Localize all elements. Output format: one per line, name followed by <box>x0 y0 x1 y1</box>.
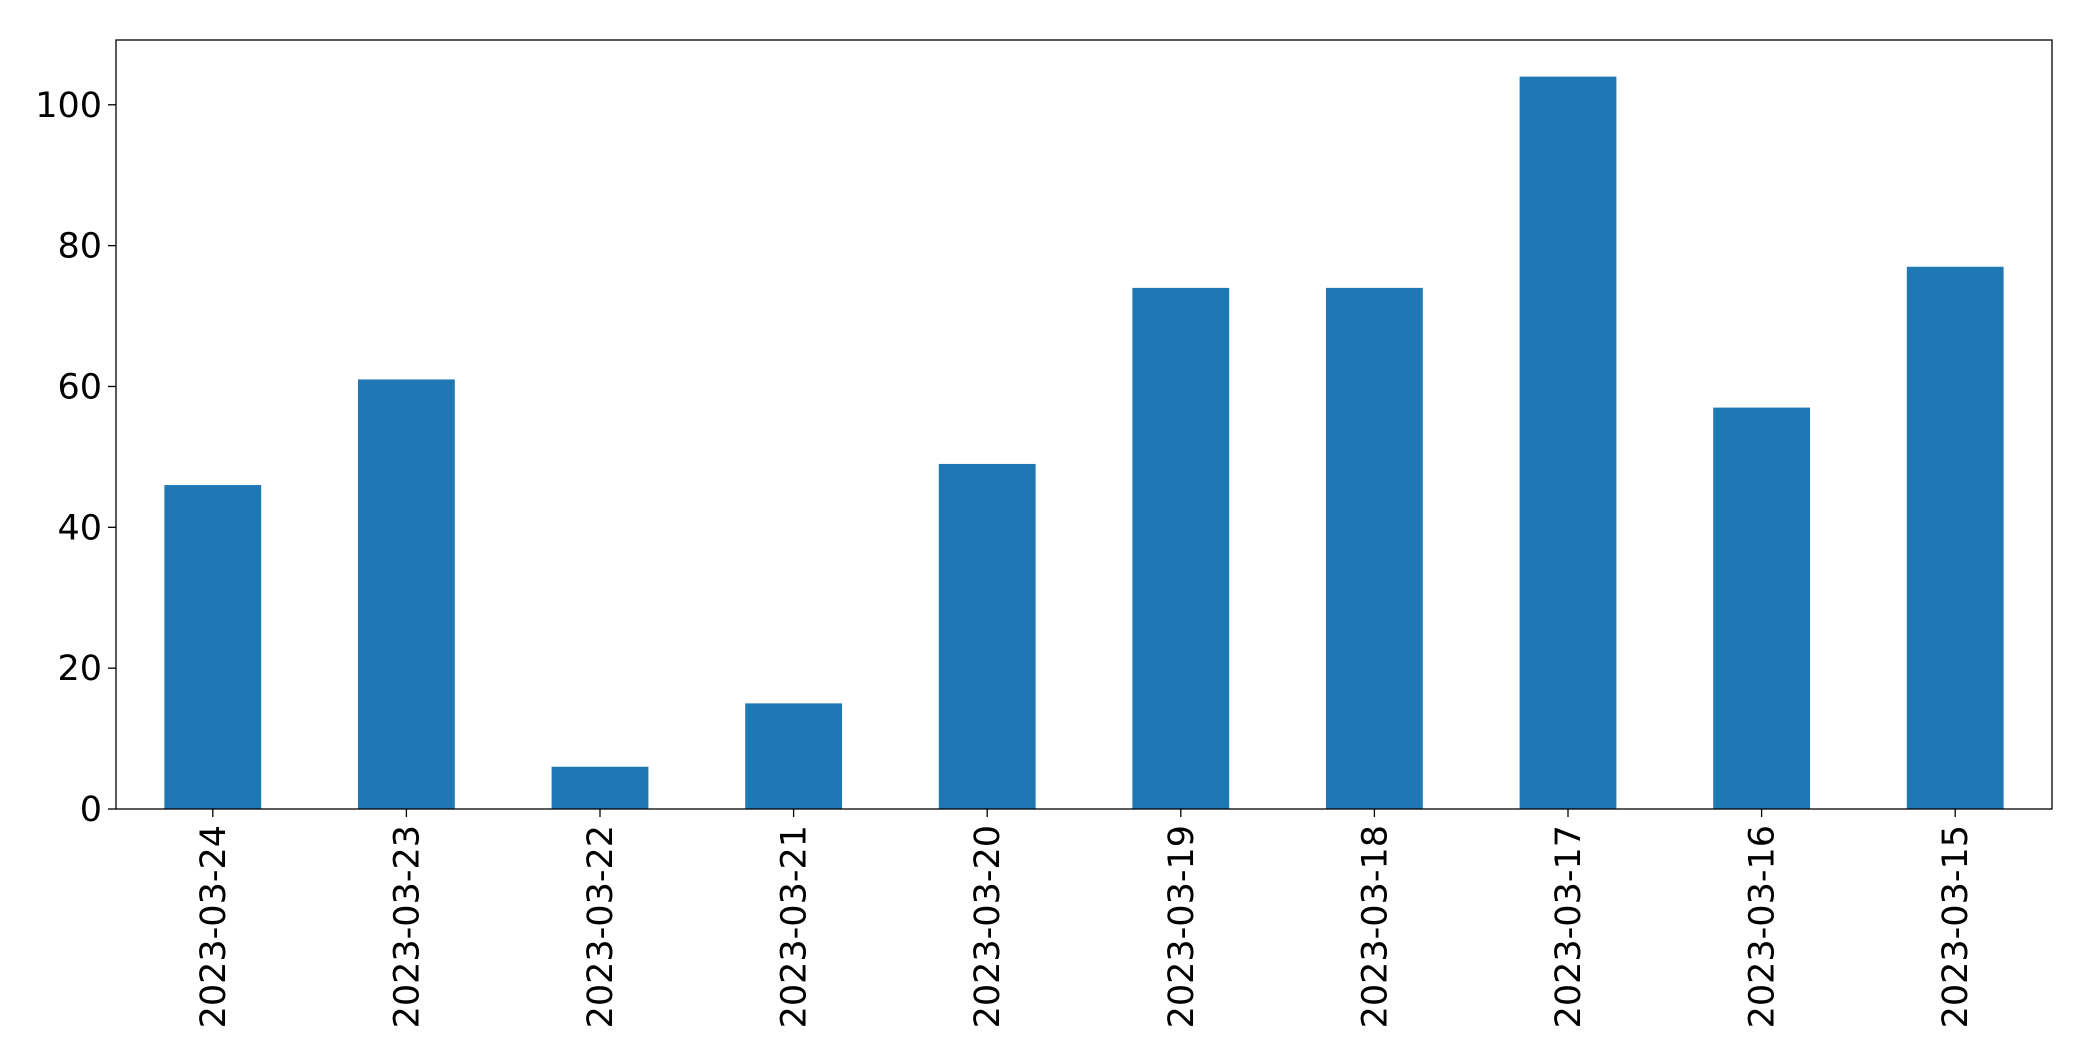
x-tick-label: 2023-03-17 <box>1549 825 1589 1028</box>
x-tick-label: 2023-03-20 <box>968 825 1008 1028</box>
bar <box>1713 407 1810 809</box>
y-tick-label: 0 <box>80 790 102 830</box>
bar <box>1326 287 1423 809</box>
x-tick-label: 2023-03-21 <box>775 825 815 1028</box>
bar <box>1519 76 1617 810</box>
bar <box>358 379 455 809</box>
x-tick-label: 2023-03-22 <box>581 825 621 1028</box>
y-tick-label: 40 <box>57 508 102 548</box>
bar <box>938 463 1036 809</box>
bar <box>551 766 649 809</box>
x-tick-label: 2023-03-18 <box>1355 825 1395 1028</box>
bar <box>745 703 842 809</box>
x-tick-label: 2023-03-24 <box>194 825 234 1028</box>
y-tick-label: 20 <box>57 649 102 689</box>
x-tick-label: 2023-03-19 <box>1162 825 1202 1028</box>
axes-frame <box>115 39 2053 810</box>
bar <box>1906 266 2004 809</box>
y-tick-label: 80 <box>57 227 102 267</box>
bar <box>1132 287 1230 809</box>
x-tick-label: 2023-03-16 <box>1743 825 1783 1028</box>
y-tick-label: 60 <box>57 367 102 407</box>
bar <box>164 485 262 809</box>
x-tick-label: 2023-03-23 <box>387 825 427 1028</box>
y-tick-label: 100 <box>35 86 102 126</box>
x-tick-label: 2023-03-15 <box>1936 825 1976 1028</box>
